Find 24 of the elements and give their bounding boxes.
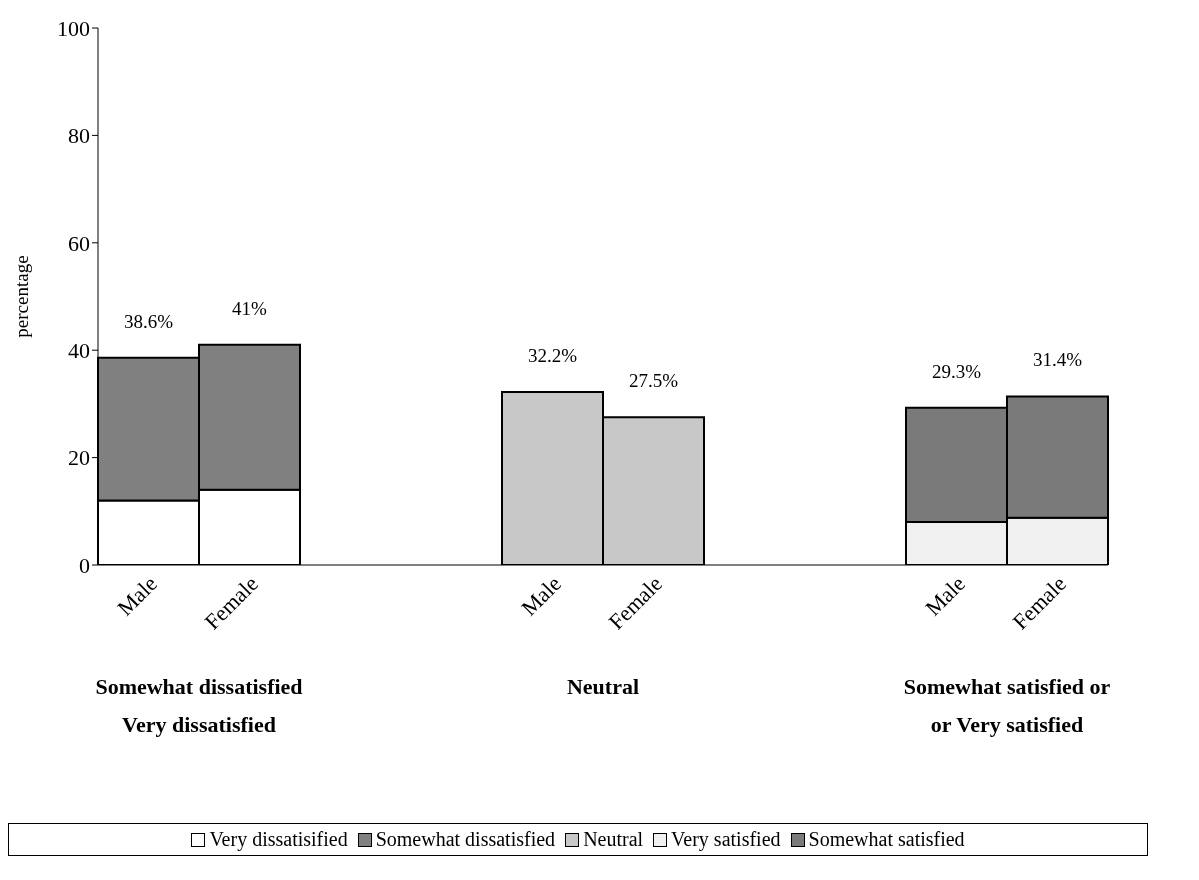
y-tick-label: 40 bbox=[68, 338, 90, 364]
y-axis-title: percentage bbox=[10, 255, 32, 338]
legend-label: Very dissatisified bbox=[209, 828, 348, 851]
x-tick-label: Male bbox=[516, 570, 567, 621]
y-tick-label: 60 bbox=[68, 230, 90, 256]
total-label: 29.3% bbox=[931, 360, 982, 382]
x-tick-label: Male bbox=[112, 570, 163, 621]
total-label: 27.5% bbox=[628, 370, 679, 392]
text: Somewhat satisfied or or Very satisfied bbox=[902, 673, 1112, 739]
y-tick-label: 20 bbox=[68, 445, 90, 471]
y-tick-label: 80 bbox=[68, 123, 90, 149]
total-label: 41% bbox=[232, 297, 268, 319]
text: Neutral bbox=[565, 673, 641, 701]
legend-label: Somewhat satisfied bbox=[808, 828, 965, 851]
text: Somewhat dissatisfied Very dissatisfied bbox=[94, 673, 304, 739]
legend-label: Very satisfied bbox=[671, 828, 781, 851]
legend-label: Neutral bbox=[583, 828, 644, 851]
legend-label: Somewhat dissatisfied bbox=[375, 828, 556, 851]
total-label: 38.6% bbox=[123, 310, 174, 332]
total-label: 31.4% bbox=[1032, 349, 1083, 371]
y-tick-label: 0 bbox=[79, 552, 90, 578]
total-label: 32.2% bbox=[527, 345, 578, 367]
y-tick-label: 100 bbox=[57, 15, 90, 41]
x-tick-label: Male bbox=[920, 570, 971, 621]
